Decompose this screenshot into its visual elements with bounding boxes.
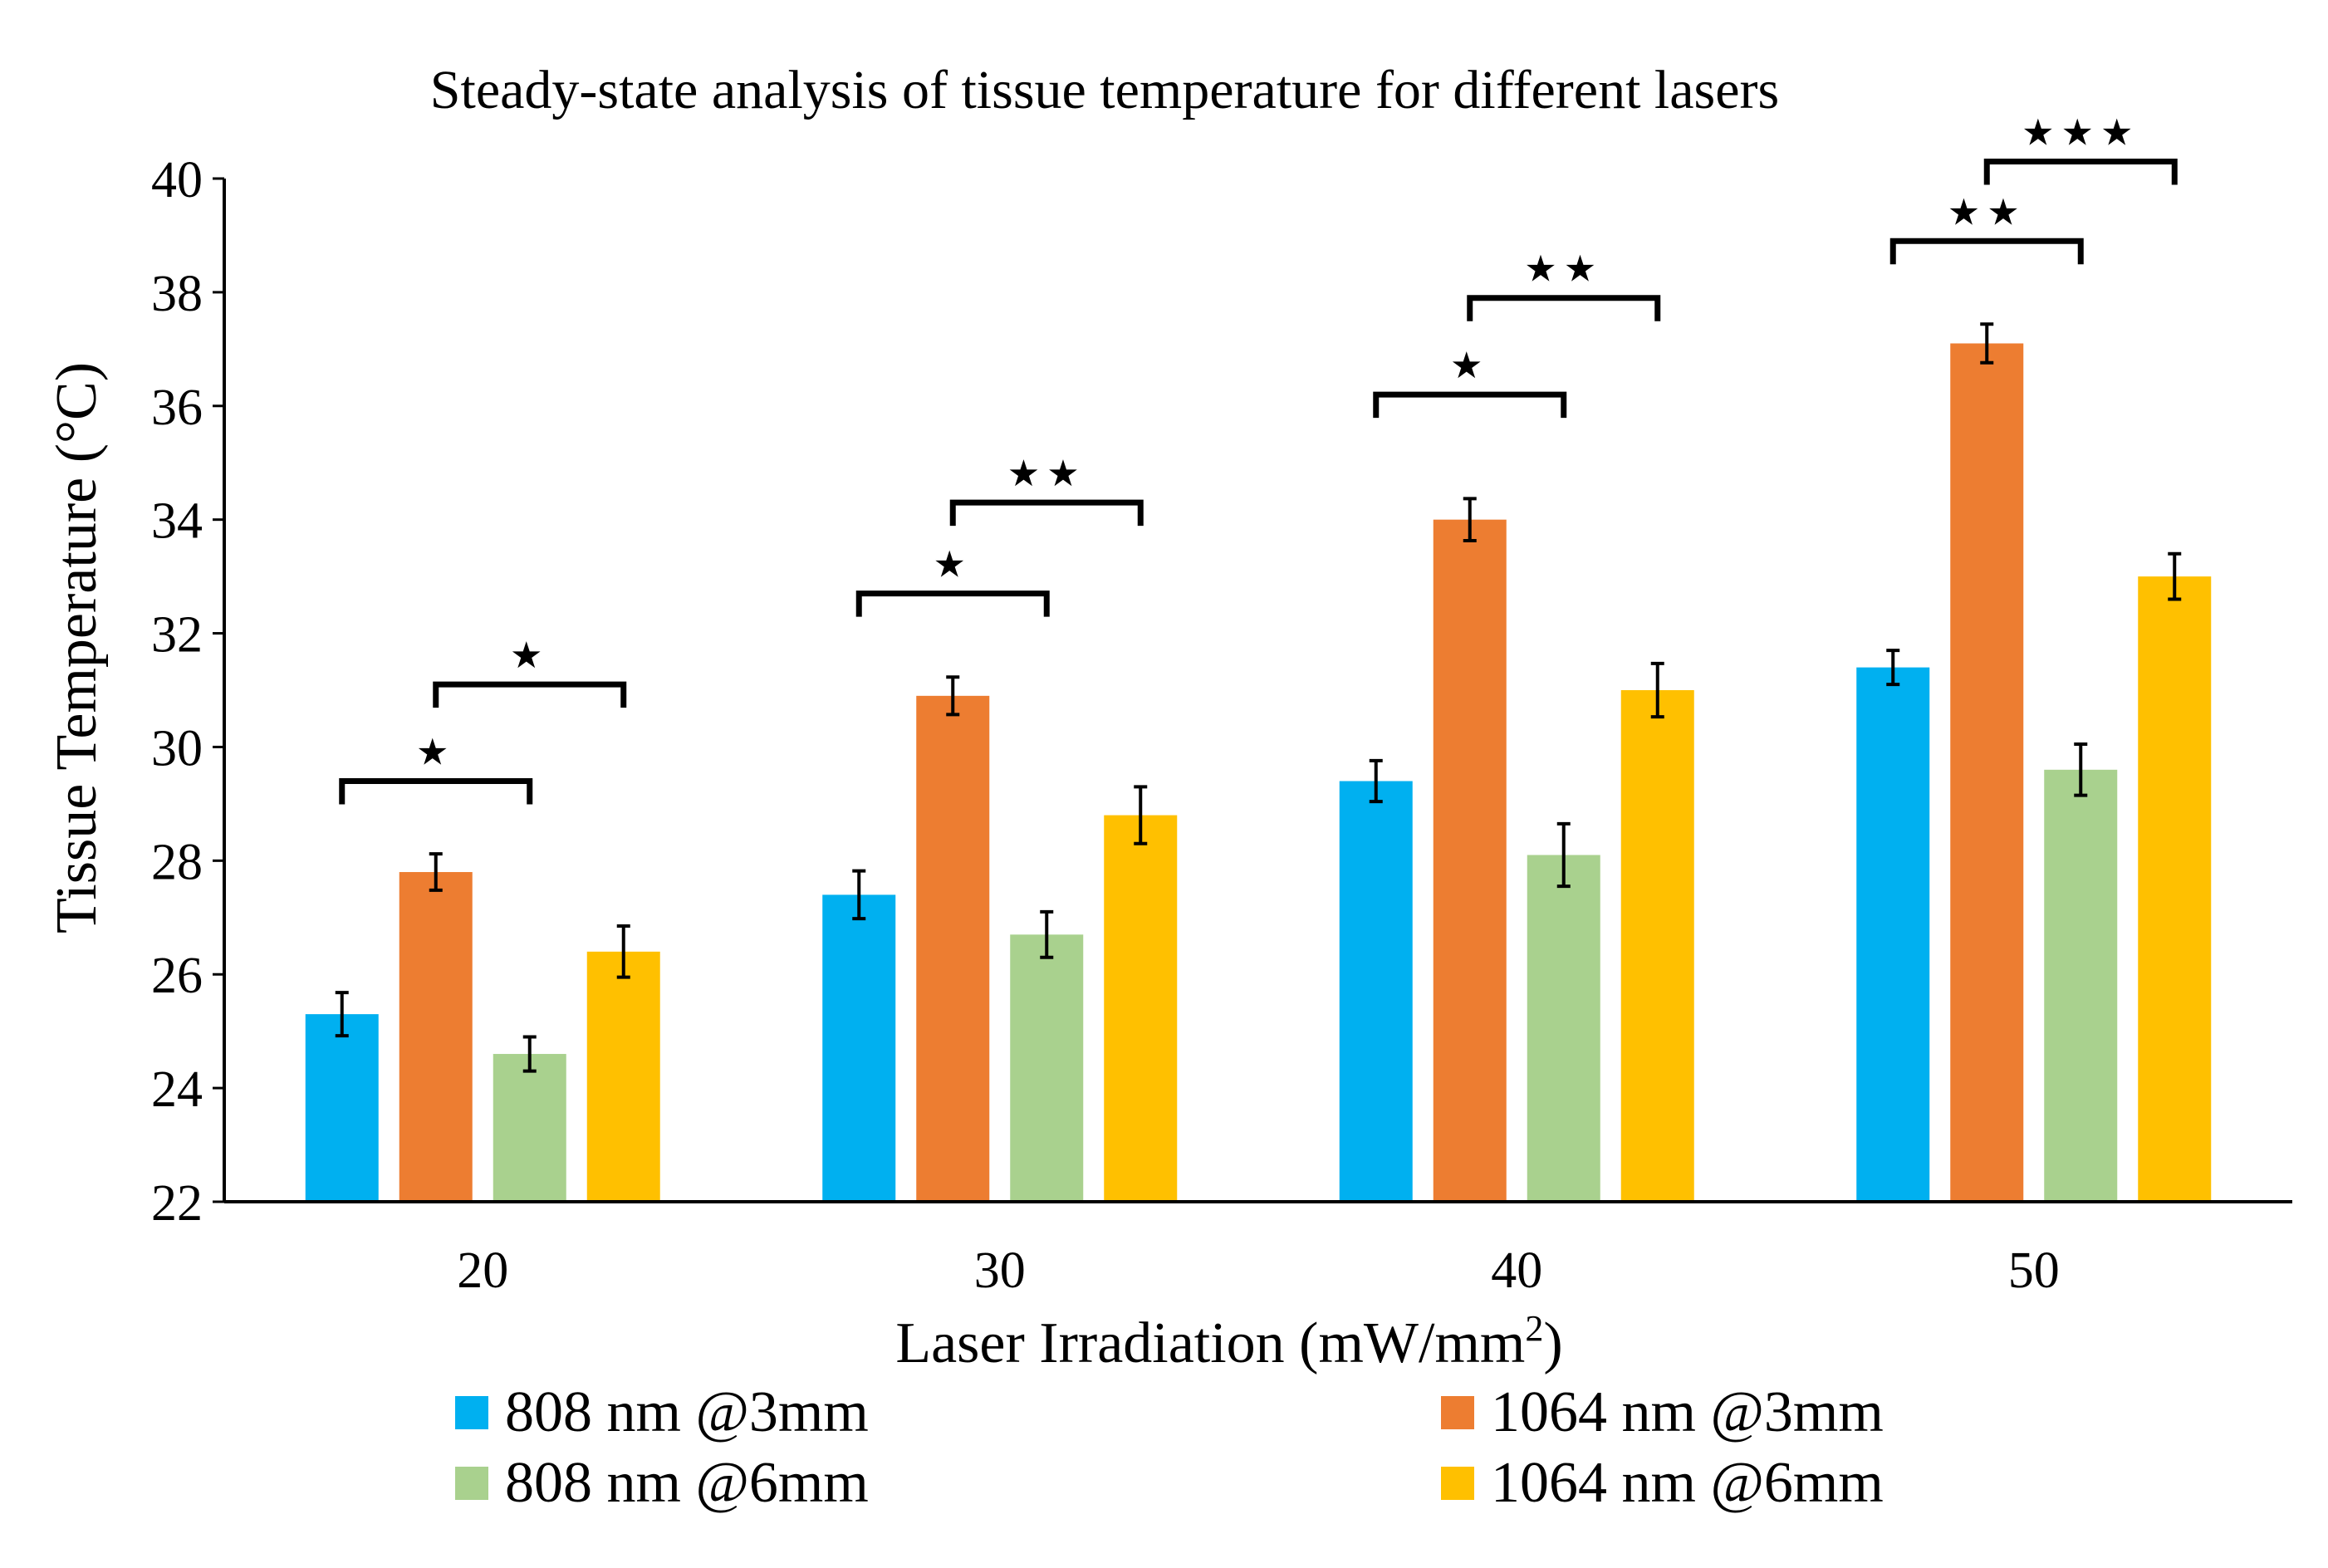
bar bbox=[1010, 934, 1084, 1202]
significance-label: ★ bbox=[416, 733, 455, 773]
y-tick-label: 30 bbox=[151, 720, 203, 777]
y-tick-label: 32 bbox=[151, 607, 203, 664]
significance-bracket bbox=[1889, 238, 2084, 265]
bar bbox=[1950, 343, 2024, 1202]
bar bbox=[305, 1014, 379, 1202]
legend-swatch bbox=[1441, 1467, 1474, 1500]
error-bars bbox=[335, 322, 2182, 1073]
significance-brackets: ★★★★★★★★★★★★★ bbox=[339, 112, 2178, 805]
significance-bracket bbox=[433, 681, 627, 708]
y-tick-label: 24 bbox=[151, 1061, 203, 1118]
bar bbox=[1527, 855, 1600, 1202]
x-tick-label: 20 bbox=[457, 1242, 508, 1299]
x-axis-label-main: Laser Irradiation (mW/mm bbox=[895, 1311, 1525, 1375]
bar bbox=[1433, 519, 1507, 1202]
significance-bracket bbox=[949, 499, 1144, 527]
y-tick-label: 38 bbox=[151, 266, 203, 322]
significance-bracket bbox=[1373, 391, 1567, 419]
x-tick-label: 50 bbox=[2008, 1242, 2060, 1299]
y-tick-label: 34 bbox=[151, 493, 203, 550]
x-tick-label: 40 bbox=[1491, 1242, 1542, 1299]
significance-label: ★ bbox=[1450, 345, 1489, 386]
significance-label: ★★ bbox=[1007, 453, 1086, 494]
bar bbox=[822, 894, 896, 1202]
y-tick-label: 26 bbox=[151, 948, 203, 1004]
y-axis-label: Tissue Temperature (°C) bbox=[45, 362, 109, 933]
significance-bracket bbox=[1467, 295, 1661, 321]
legend-label: 1064 nm @6mm bbox=[1491, 1451, 1884, 1515]
significance-bracket bbox=[1983, 158, 2178, 185]
x-tick-label: 30 bbox=[974, 1242, 1026, 1299]
legend-swatch bbox=[455, 1396, 488, 1429]
significance-label: ★★ bbox=[1524, 249, 1603, 290]
significance-label: ★ bbox=[934, 545, 973, 586]
bar-series bbox=[305, 343, 2212, 1202]
bar bbox=[493, 1054, 566, 1202]
significance-label: ★★★ bbox=[2022, 112, 2139, 153]
bar bbox=[1104, 815, 1178, 1202]
x-axis-label-end: ) bbox=[1543, 1311, 1562, 1375]
bar bbox=[586, 951, 660, 1202]
legend-label: 808 nm @6mm bbox=[505, 1451, 869, 1515]
bar bbox=[1620, 690, 1694, 1202]
y-tick-label: 28 bbox=[151, 834, 203, 890]
legend: 808 nm @3mm 1064 nm @3mm 808 nm @6mm 1064 n… bbox=[455, 1380, 1884, 1515]
y-axis-ticks: 22 24 26 28 30 32 34 36 38 40 bbox=[151, 152, 224, 1232]
y-tick-label: 36 bbox=[151, 380, 203, 436]
x-axis-label-superscript: 2 bbox=[1525, 1308, 1543, 1349]
bar bbox=[2138, 576, 2212, 1202]
bar bbox=[916, 695, 990, 1202]
y-tick-label: 40 bbox=[151, 152, 203, 208]
bar bbox=[1856, 667, 1930, 1202]
legend-swatch bbox=[1441, 1396, 1474, 1429]
significance-bracket bbox=[855, 590, 1050, 617]
legend-label: 808 nm @3mm bbox=[505, 1380, 869, 1444]
significance-bracket bbox=[339, 778, 533, 805]
significance-label: ★ bbox=[510, 635, 549, 676]
chart-title: Steady-state analysis of tissue temperat… bbox=[430, 60, 1779, 120]
significance-label: ★★ bbox=[1948, 192, 2027, 233]
bar bbox=[2044, 769, 2118, 1202]
legend-label: 1064 nm @3mm bbox=[1491, 1380, 1884, 1444]
bar bbox=[1339, 781, 1413, 1202]
x-axis-label: Laser Irradiation (mW/mm2) bbox=[895, 1308, 1562, 1375]
legend-swatch bbox=[455, 1467, 488, 1500]
x-axis-ticks: 20 30 40 50 bbox=[457, 1242, 2060, 1299]
y-tick-label: 22 bbox=[151, 1175, 203, 1232]
bar bbox=[399, 872, 473, 1202]
